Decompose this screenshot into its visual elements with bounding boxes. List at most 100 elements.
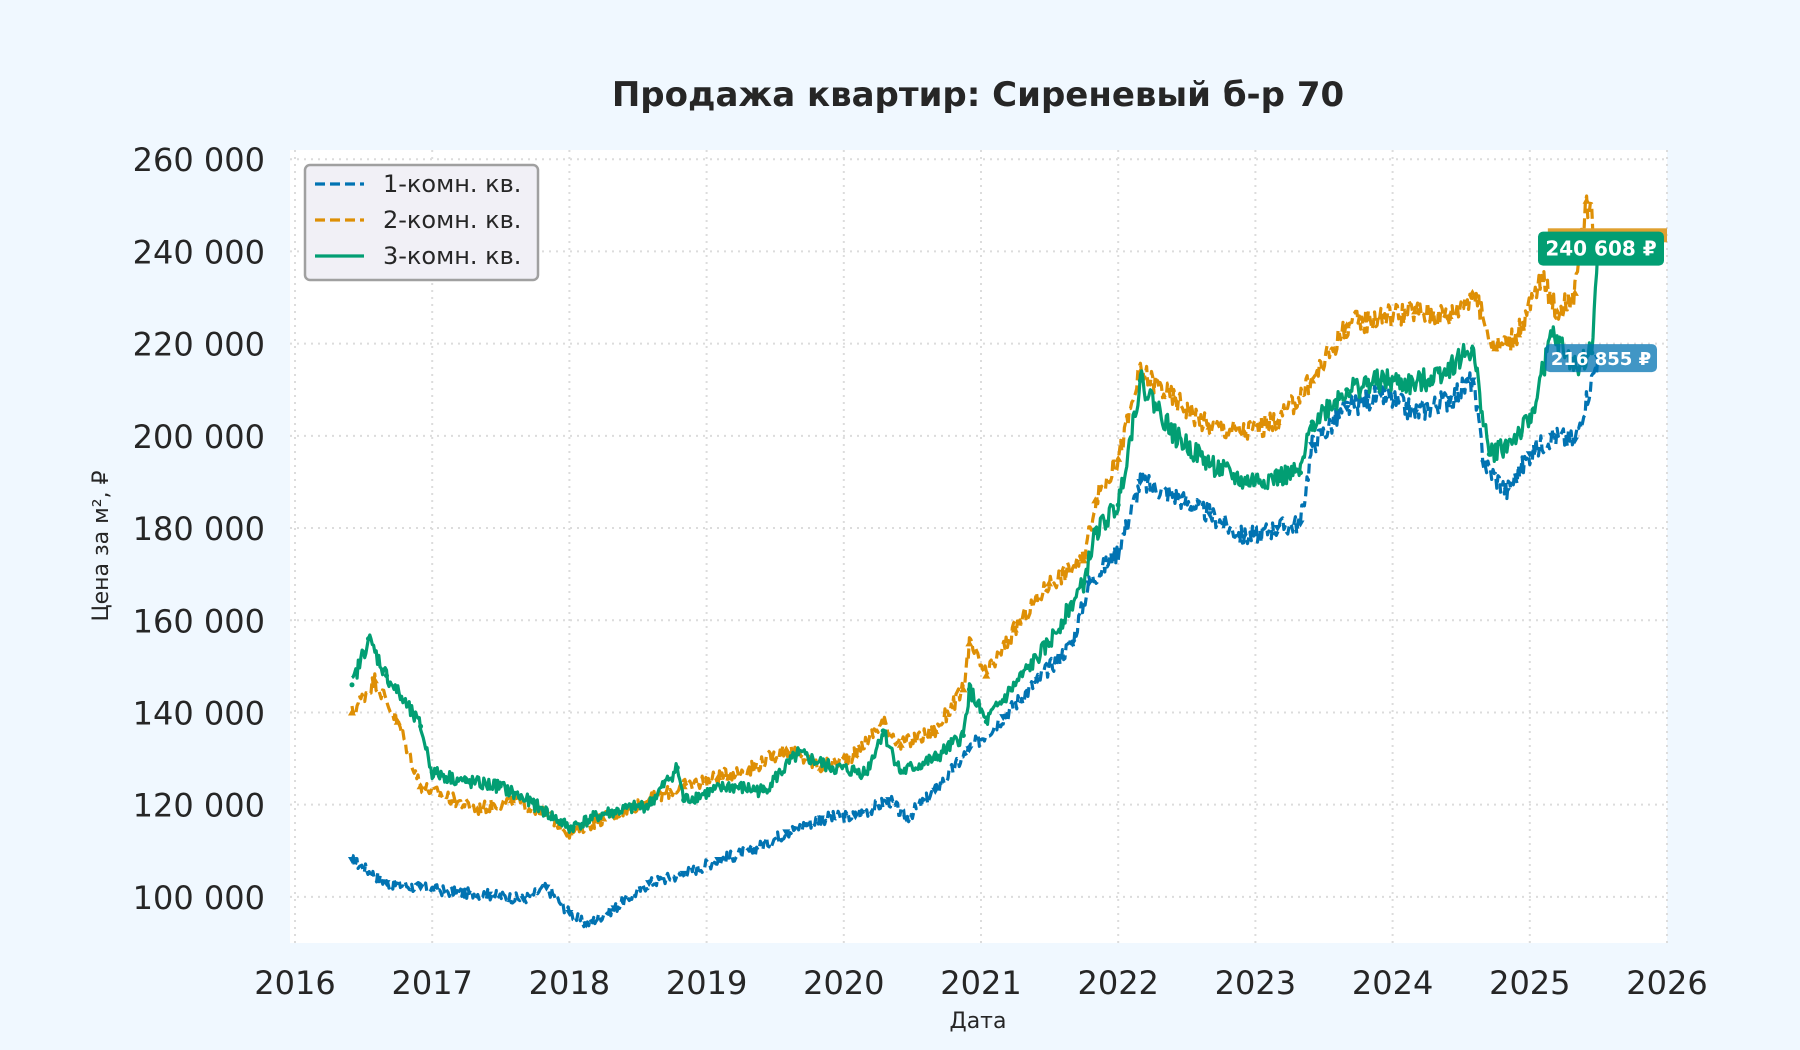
series-3-point <box>960 733 966 739</box>
series-2-point <box>782 745 791 753</box>
x-axis-label: Дата <box>950 1009 1007 1034</box>
series-1-point <box>582 921 591 929</box>
series-3-point <box>932 756 938 762</box>
series-3-point <box>1412 382 1418 388</box>
chart-title: Продажа квартир: Сиреневый б-р 70 <box>612 75 1344 115</box>
series-3-point <box>880 728 886 734</box>
series-3-point <box>1309 419 1315 425</box>
series-3-point <box>1504 442 1510 448</box>
series-1-point <box>610 905 619 913</box>
series-line-2 <box>350 194 1600 840</box>
y-tick-label: 180 000 <box>133 510 265 548</box>
x-tick-label: 2017 <box>391 964 472 1002</box>
series-3-point <box>1447 364 1453 370</box>
series-3-point <box>1081 580 1087 586</box>
y-tick-label: 240 000 <box>133 233 265 271</box>
series-3-point <box>566 825 572 831</box>
value-badge <box>1538 231 1664 266</box>
series-3-point <box>983 719 989 725</box>
series-2-point <box>1239 427 1248 435</box>
series-1-point <box>565 910 574 918</box>
series-3-point <box>1275 474 1281 480</box>
series-1-point <box>851 813 860 821</box>
series-1-point <box>1273 525 1282 533</box>
y-tick-label: 160 000 <box>133 602 265 640</box>
series-3-point <box>1115 502 1121 508</box>
series-1-point <box>542 884 551 892</box>
series-1-point <box>1308 442 1317 450</box>
legend-box <box>303 163 540 282</box>
value-badge-label: 216 855 ₽ <box>1551 349 1651 370</box>
y-tick-label: 140 000 <box>133 694 265 732</box>
series-2-point <box>1091 496 1100 504</box>
series-2-point <box>1570 288 1579 296</box>
series-3-point <box>349 682 355 688</box>
series-1-point <box>1525 451 1534 459</box>
series-2-point <box>1491 344 1500 352</box>
series-1-point <box>1445 395 1454 403</box>
series-2-point <box>1114 454 1123 462</box>
legend: 1-комн. кв. 2-комн. кв. 3-комн. кв. <box>303 163 540 282</box>
x-tick-label: 2026 <box>1626 964 1707 1002</box>
x-tick-label: 2018 <box>529 964 610 1002</box>
series-1-point <box>1084 580 1093 588</box>
y-axis-label: Цена за м², ₽ <box>89 470 114 621</box>
series-2-point <box>959 685 968 693</box>
series-3-point <box>463 779 469 785</box>
series-1-point <box>347 857 356 865</box>
y-tick-label: 260 000 <box>133 141 265 179</box>
series-3-point <box>418 723 424 729</box>
legend-label-3: 3-комн. кв. <box>383 242 521 270</box>
series-line-3 <box>351 248 1600 834</box>
annotation-layer: 240 608 ₽ 216 855 ₽ <box>1538 228 1667 373</box>
x-tick-label: 2025 <box>1489 964 1570 1002</box>
series-3-point <box>1298 470 1304 476</box>
series-1-point <box>1136 478 1145 486</box>
series-1-point <box>1468 377 1477 385</box>
series-3-point <box>646 802 652 808</box>
series-1-point <box>782 829 791 837</box>
series-1-point <box>1570 437 1579 445</box>
series-3-point <box>681 797 687 803</box>
series-1-point <box>714 857 723 865</box>
y-tick-label: 200 000 <box>133 418 265 456</box>
series-3-point <box>532 802 538 808</box>
series-2-point <box>1411 307 1420 315</box>
series-2-point <box>1308 376 1317 384</box>
series-2-point <box>1342 321 1351 329</box>
series-1-point <box>965 746 974 754</box>
series-1-group <box>347 355 1602 930</box>
series-3-point <box>829 765 835 771</box>
series-line-1 <box>351 357 1600 930</box>
series-3-point <box>1469 345 1475 351</box>
series-2-point <box>931 726 940 734</box>
axes: 2016 2017 2018 2019 2020 2021 2022 2023 2024 2025… <box>133 141 1708 1002</box>
legend-label-2: 2-комн. кв. <box>383 206 521 234</box>
series-3-point <box>795 751 801 757</box>
y-tick-label: 120 000 <box>133 787 265 825</box>
series-1-point <box>1033 677 1042 685</box>
series-2-point <box>473 805 482 813</box>
series-3-point <box>674 765 680 771</box>
series-2-point <box>714 773 723 781</box>
x-tick-label: 2016 <box>254 964 335 1002</box>
series-1-point <box>885 797 894 805</box>
y-tick-label: 100 000 <box>133 879 265 917</box>
series-1-point <box>1480 460 1489 468</box>
series-2-point <box>1514 330 1523 338</box>
series-3-point <box>1549 331 1555 337</box>
series-3-point <box>1207 461 1213 467</box>
legend-label-1: 1-комн. кв. <box>383 170 521 198</box>
series-2-point <box>347 708 356 716</box>
series-1-point <box>1342 405 1351 413</box>
series-2-point <box>1079 556 1088 564</box>
series-3-point <box>365 636 371 642</box>
series-3-point <box>497 783 503 789</box>
series-2-point <box>1376 311 1385 319</box>
series-1-point <box>999 714 1008 722</box>
series-1-point <box>1376 391 1385 399</box>
x-tick-label: 2020 <box>803 964 884 1002</box>
x-tick-label: 2023 <box>1215 964 1296 1002</box>
series-1-point <box>450 889 459 897</box>
value-badge-label: 240 608 ₽ <box>1545 237 1656 261</box>
